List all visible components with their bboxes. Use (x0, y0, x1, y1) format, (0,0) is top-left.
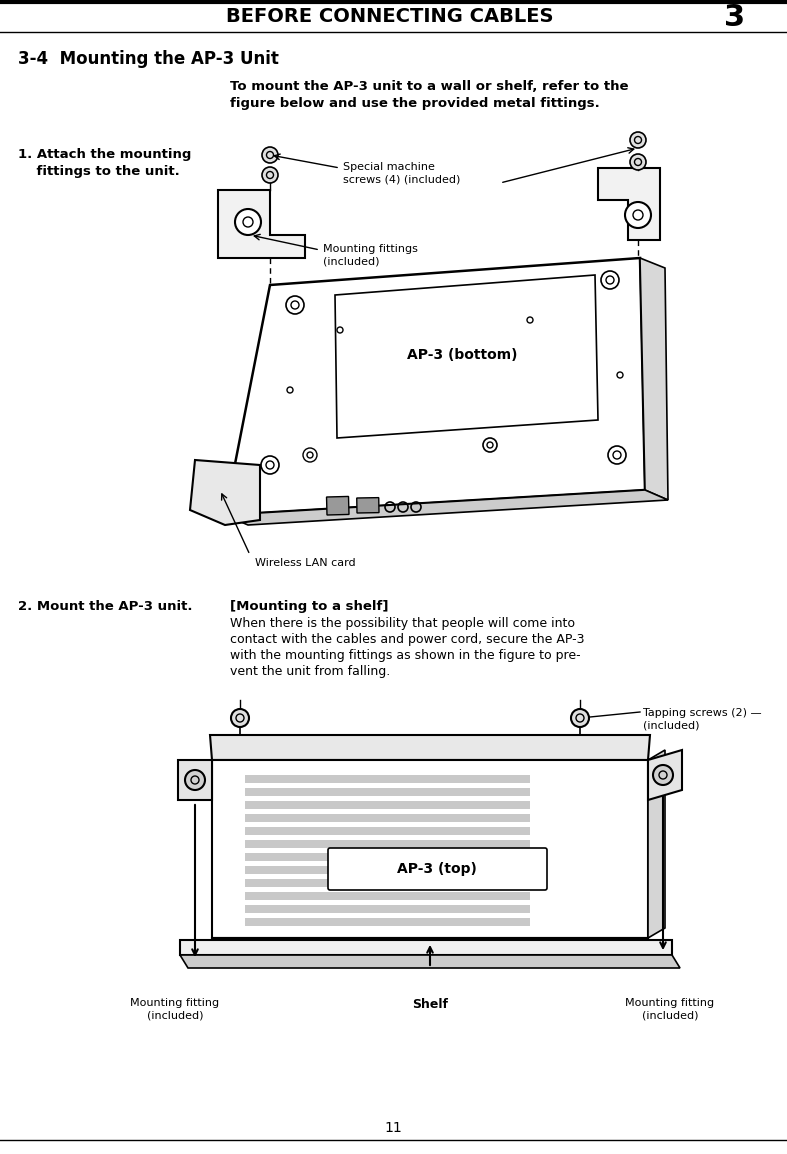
Text: with the mounting fittings as shown in the figure to pre-: with the mounting fittings as shown in t… (230, 649, 581, 662)
Text: BEFORE CONNECTING CABLES: BEFORE CONNECTING CABLES (226, 7, 554, 27)
Bar (245, 879, 530, 887)
Text: Wireless LAN card: Wireless LAN card (255, 559, 356, 568)
Text: fittings to the unit.: fittings to the unit. (18, 165, 179, 178)
Circle shape (625, 202, 651, 228)
Circle shape (653, 765, 673, 785)
Bar (245, 892, 530, 900)
Circle shape (231, 709, 249, 727)
Text: [Mounting to a shelf]: [Mounting to a shelf] (230, 600, 389, 613)
Text: Mounting fitting: Mounting fitting (131, 998, 220, 1007)
Text: 3-4  Mounting the AP-3 Unit: 3-4 Mounting the AP-3 Unit (18, 50, 279, 68)
Text: Mounting fittings: Mounting fittings (323, 243, 418, 254)
Bar (245, 775, 530, 784)
Bar (357, 497, 379, 514)
Polygon shape (640, 258, 668, 500)
Text: Mounting fitting: Mounting fitting (626, 998, 715, 1007)
Bar (245, 866, 530, 874)
Circle shape (286, 295, 304, 314)
Text: figure below and use the provided metal fittings.: figure below and use the provided metal … (230, 97, 600, 110)
Polygon shape (210, 735, 650, 760)
Circle shape (601, 271, 619, 288)
Circle shape (261, 456, 279, 474)
Bar (245, 853, 530, 861)
Text: 1. Attach the mounting: 1. Attach the mounting (18, 148, 191, 162)
Text: 2. Mount the AP-3 unit.: 2. Mount the AP-3 unit. (18, 600, 193, 613)
Text: contact with the cables and power cord, secure the AP-3: contact with the cables and power cord, … (230, 634, 585, 646)
Text: 11: 11 (384, 1121, 402, 1136)
Bar (245, 917, 530, 926)
Polygon shape (648, 750, 682, 800)
Polygon shape (178, 760, 212, 800)
Text: vent the unit from falling.: vent the unit from falling. (230, 665, 390, 679)
Polygon shape (180, 941, 672, 956)
Polygon shape (212, 760, 648, 938)
Bar (245, 814, 530, 822)
Bar (327, 496, 349, 515)
Polygon shape (648, 750, 665, 938)
Circle shape (303, 448, 317, 462)
Polygon shape (218, 190, 305, 258)
Polygon shape (335, 275, 598, 439)
Bar (245, 840, 530, 848)
Text: (included): (included) (641, 1010, 698, 1020)
Text: Tapping screws (2) —: Tapping screws (2) — (643, 709, 762, 718)
Text: (included): (included) (643, 720, 700, 730)
Circle shape (483, 439, 497, 452)
Circle shape (608, 445, 626, 464)
Text: AP-3 (top): AP-3 (top) (397, 862, 477, 876)
Text: (included): (included) (323, 257, 379, 267)
Circle shape (185, 770, 205, 790)
Polygon shape (225, 490, 668, 525)
Circle shape (262, 147, 278, 163)
Text: AP-3 (bottom): AP-3 (bottom) (407, 349, 517, 362)
Bar (245, 905, 530, 913)
Circle shape (630, 153, 646, 170)
Text: Special machine: Special machine (343, 162, 435, 172)
Polygon shape (225, 258, 645, 515)
Polygon shape (190, 460, 260, 525)
Text: screws (4) (included): screws (4) (included) (343, 175, 460, 185)
Polygon shape (598, 168, 660, 240)
Text: When there is the possibility that people will come into: When there is the possibility that peopl… (230, 617, 575, 630)
Bar (245, 801, 530, 809)
Bar (245, 827, 530, 835)
Text: Shelf: Shelf (412, 998, 448, 1011)
Polygon shape (180, 956, 680, 968)
Circle shape (262, 167, 278, 183)
Circle shape (630, 132, 646, 148)
FancyBboxPatch shape (328, 848, 547, 890)
Text: 3: 3 (725, 2, 745, 31)
Text: To mount the AP-3 unit to a wall or shelf, refer to the: To mount the AP-3 unit to a wall or shel… (230, 80, 629, 93)
Bar (245, 788, 530, 796)
Circle shape (571, 709, 589, 727)
Text: (included): (included) (146, 1010, 203, 1020)
Circle shape (235, 209, 261, 235)
